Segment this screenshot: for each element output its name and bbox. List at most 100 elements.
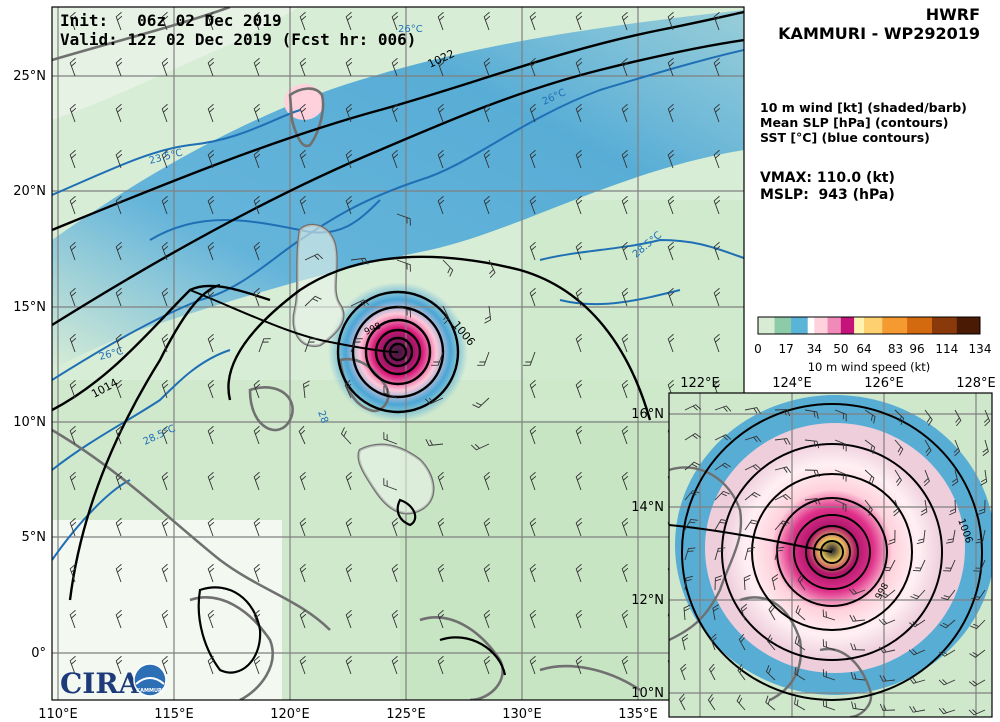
wind-barb: [714, 490, 730, 501]
inset-lat-12: 12°N: [631, 593, 664, 608]
wind-barb: [529, 195, 537, 215]
inset-slp-contours: [681, 403, 983, 701]
wind-barb: [115, 149, 123, 169]
colorbar-segment: [791, 317, 809, 334]
wind-barb: [575, 195, 583, 215]
wind-barb: [529, 379, 537, 399]
colorbar-tick-label: 50: [833, 342, 849, 356]
wind-barb: [850, 642, 866, 651]
wind-barb: [431, 351, 444, 366]
wind-barb: [916, 529, 926, 545]
wind-barb: [207, 379, 215, 399]
wind-barb: [938, 649, 956, 657]
wind-barb: [794, 636, 806, 651]
lon-label-115: 115°E: [154, 707, 194, 722]
wind-barb: [667, 103, 675, 123]
wind-barb: [621, 609, 629, 629]
colorbar-tick-label: 17: [778, 342, 794, 356]
model-name: HWRF: [925, 5, 980, 24]
wind-barb: [879, 674, 896, 682]
wind-barb: [345, 655, 353, 675]
wind-barb: [350, 257, 369, 265]
run-info: Init: 06z 02 Dec 2019 Valid: 12z 02 Dec …: [60, 11, 416, 49]
colorbar-tick-label: 64: [856, 342, 872, 356]
wind-barb: [834, 499, 847, 512]
wind-barb: [396, 305, 412, 318]
wind-barb: [575, 57, 583, 77]
wind-barb: [253, 471, 261, 491]
wind-barb: [207, 149, 215, 169]
wind-barb: [774, 409, 791, 417]
wind-barb: [714, 434, 732, 441]
wind-barb: [774, 466, 792, 473]
wind-barb: [575, 655, 583, 675]
wind-barb: [161, 103, 169, 123]
wind-barb: [621, 333, 629, 353]
wind-barb: [744, 407, 761, 414]
wind-barb: [575, 149, 583, 169]
wind-barb: [207, 287, 215, 307]
wind-barb: [299, 655, 307, 675]
wind-barb: [736, 694, 746, 711]
wind-barb: [161, 655, 169, 675]
wind-barb: [299, 57, 307, 77]
wind-barb: [391, 563, 399, 583]
wind-barb: [345, 11, 353, 31]
wind-barb: [529, 655, 537, 675]
wind-barb: [680, 663, 687, 681]
wind-barb: [161, 287, 169, 307]
wind-barb: [768, 603, 776, 621]
wind-barb: [299, 609, 307, 629]
wind-barb: [483, 471, 491, 491]
colorbar-segment: [956, 317, 981, 334]
wind-barb: [207, 195, 215, 215]
wind-barb: [938, 707, 956, 715]
wind-barb: [822, 669, 836, 681]
wind-barb: [529, 57, 537, 77]
wind-barb: [684, 575, 694, 591]
wind-barb: [707, 694, 716, 711]
wind-barb: [483, 609, 491, 629]
wind-barb: [253, 11, 261, 31]
wind-barb: [115, 425, 123, 445]
vmax-value: 110.0: [816, 170, 862, 186]
wind-barb: [69, 11, 77, 31]
wind-barb: [529, 287, 537, 307]
wind-barb: [299, 563, 307, 583]
wind-barb: [621, 379, 629, 399]
wind-barb: [684, 432, 702, 441]
wind-barb: [258, 338, 271, 353]
wind-barb: [345, 57, 353, 77]
wind-barb: [888, 529, 896, 545]
wind-barb: [848, 588, 866, 595]
wind-barb: [851, 701, 866, 711]
island-outlines: [197, 498, 507, 676]
wind-barb: [834, 409, 847, 422]
colorbar-tick-label: 0: [754, 342, 762, 356]
wind-barb: [396, 213, 411, 226]
wind-barb: [437, 517, 445, 537]
sst-label-26-north: 26°C: [398, 24, 423, 35]
wind-barb: [575, 11, 583, 31]
colorbar-segment: [827, 317, 842, 334]
wind-barb: [391, 609, 399, 629]
wind-barb: [940, 589, 956, 601]
cira-logo: CIRA KAMMURI: [60, 663, 167, 700]
wind-barb: [161, 517, 169, 537]
wind-barb: [684, 461, 701, 471]
wind-barb: [744, 491, 761, 501]
colorbar-segment: [882, 317, 908, 334]
wind-barb: [529, 11, 537, 31]
wind-barb: [391, 57, 399, 77]
colorbar-segment: [931, 317, 958, 334]
wind-barb: [575, 517, 583, 537]
wind-barb: [575, 471, 583, 491]
wind-barb: [920, 499, 928, 516]
wind-barb: [529, 425, 537, 445]
inset-lon-122: 122°E: [680, 376, 720, 391]
wind-barb: [523, 351, 536, 366]
wind-barb: [708, 663, 716, 681]
colorbar-tick-label: 34: [806, 342, 822, 356]
wind-barb: [207, 471, 215, 491]
